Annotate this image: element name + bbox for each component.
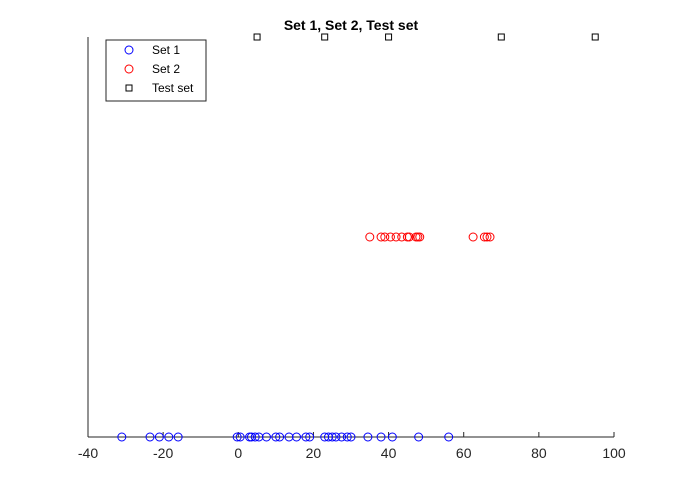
set-1-point [232, 432, 242, 442]
set-1-point [414, 432, 424, 442]
set-2-point [365, 232, 375, 242]
legend-label-test-set: Test set [152, 81, 194, 95]
legend-marker-set-1 [124, 45, 134, 55]
set-1-point [342, 432, 352, 442]
set-2-point [485, 232, 495, 242]
set-1-point [305, 432, 315, 442]
set-2-point [413, 232, 423, 242]
set-1-point [346, 432, 356, 442]
x-axis-ticks: -40 -20 0 20 40 60 80 100 [78, 432, 626, 461]
legend-marker-set-2 [124, 64, 134, 74]
set-1-point [363, 432, 373, 442]
set-1-point [327, 432, 337, 442]
set-1-point [261, 432, 271, 442]
chart-title: Set 1, Set 2, Test set [284, 17, 419, 33]
data-marks [117, 33, 599, 442]
test-set-point [497, 33, 505, 41]
set-2-point [385, 232, 395, 242]
set-1-point [292, 432, 302, 442]
x-tick-label: 60 [456, 445, 472, 461]
test-set-point [591, 33, 599, 41]
legend-label-set-1: Set 1 [152, 43, 180, 57]
x-tick-label: 40 [381, 445, 397, 461]
set-1-point [271, 432, 281, 442]
test-set-point [385, 33, 393, 41]
x-tick-label: -20 [153, 445, 173, 461]
set-1-point [117, 432, 127, 442]
set-2-point [479, 232, 489, 242]
legend-marker-test-set [125, 84, 133, 92]
set-1-point [275, 432, 285, 442]
set-1-point [145, 432, 155, 442]
set-1-point [250, 432, 260, 442]
set-2-point [402, 232, 412, 242]
set-1-point [235, 432, 245, 442]
set-1-point [301, 432, 311, 442]
set-1-point [387, 432, 397, 442]
set-2-point [404, 232, 414, 242]
set-2-point [376, 232, 386, 242]
x-tick-label: 0 [234, 445, 242, 461]
legend: Set 1 Set 2 Test set [105, 39, 207, 102]
x-tick-label: 100 [602, 445, 626, 461]
set-2-point [415, 232, 425, 242]
test-set-point [253, 33, 261, 41]
set-1-point [331, 432, 341, 442]
x-tick-label: 20 [306, 445, 322, 461]
set-1-point [173, 432, 183, 442]
set-2-point [391, 232, 401, 242]
legend-box [105, 39, 207, 102]
set-1-point [164, 432, 174, 442]
set-1-point [154, 432, 164, 442]
set-1-point [376, 432, 386, 442]
set-2-point [482, 232, 492, 242]
set-1-point [444, 432, 454, 442]
test-set-point [321, 33, 329, 41]
x-tick-label: -40 [78, 445, 98, 461]
set-2-point [380, 232, 390, 242]
x-tick-label: 80 [531, 445, 547, 461]
legend-label-set-2: Set 2 [152, 62, 180, 76]
set-2-point [468, 232, 478, 242]
set-1-point [337, 432, 347, 442]
